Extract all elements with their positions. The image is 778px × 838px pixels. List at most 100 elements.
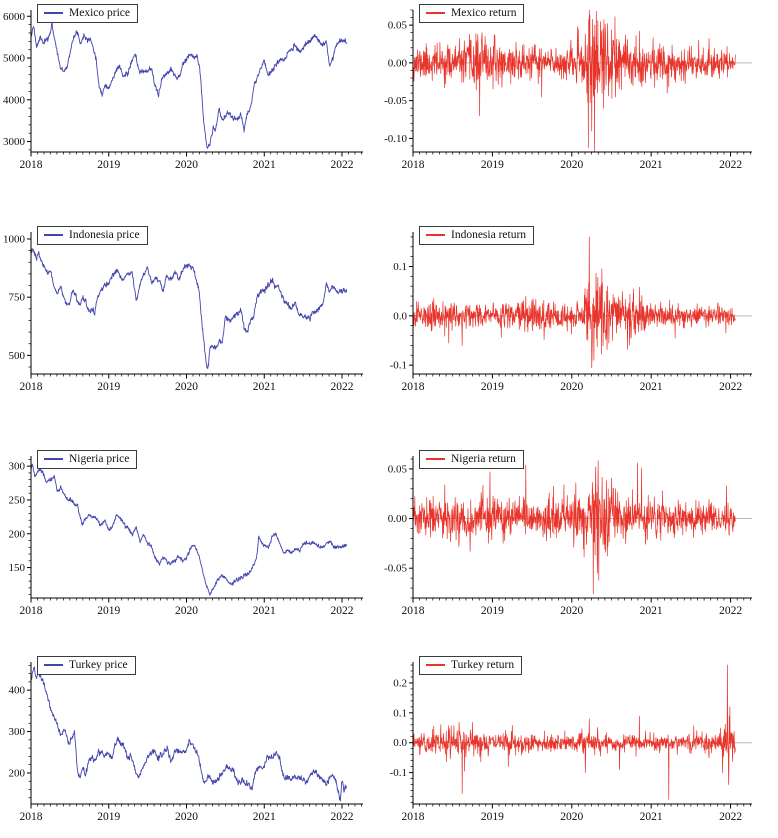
svg-text:2019: 2019 <box>481 605 504 617</box>
line-sample <box>426 12 445 14</box>
legend-mexico-price: Mexico price <box>37 4 138 23</box>
svg-text:2022: 2022 <box>719 811 742 823</box>
chart-nigeria-price: Nigeria price 150 200 250 300 2018 2019 2020 20… <box>0 446 389 624</box>
chart-indonesia-return: Indonesia return 0.1 0.0 -0.1 2018 2019 2020 2… <box>389 222 778 400</box>
svg-text:2019: 2019 <box>97 159 120 171</box>
svg-text:0.05: 0.05 <box>388 463 408 475</box>
svg-text:2021: 2021 <box>640 811 663 823</box>
legend-label: Turkey price <box>69 659 128 671</box>
svg-text:0.05: 0.05 <box>388 20 408 32</box>
svg-text:2019: 2019 <box>481 381 504 393</box>
svg-text:400: 400 <box>9 685 26 697</box>
chart-mexico-price: Mexico price 3000 4000 5000 6000 2018 2019 202… <box>0 0 389 178</box>
svg-text:0.1: 0.1 <box>393 261 407 273</box>
legend-indonesia-price: Indonesia price <box>37 226 148 245</box>
svg-text:300: 300 <box>9 461 26 473</box>
legend-label: Indonesia price <box>69 229 140 241</box>
plot-indonesia-price: 500 750 1000 2018 2019 2020 2021 2022 <box>3 232 363 393</box>
line-sample <box>44 458 63 460</box>
svg-text:2021: 2021 <box>640 605 663 617</box>
line-sample <box>44 664 63 666</box>
svg-text:2021: 2021 <box>253 159 276 171</box>
line-sample <box>44 234 63 236</box>
svg-text:2019: 2019 <box>97 605 120 617</box>
svg-text:3000: 3000 <box>3 136 26 148</box>
svg-text:6000: 6000 <box>3 11 26 23</box>
svg-text:0.0: 0.0 <box>393 737 407 749</box>
chart-turkey-price: Turkey price 200 300 400 2018 2019 2020 2021 20… <box>0 652 389 830</box>
svg-text:-0.1: -0.1 <box>390 360 407 372</box>
chart-indonesia-price: Indonesia price 500 750 1000 2018 2019 2020 20… <box>0 222 389 400</box>
plot-mexico-return: 0.05 0.00 -0.05 -0.10 2018 2019 2020 2021 2022 <box>384 9 752 171</box>
legend-label: Mexico price <box>69 7 130 19</box>
legend-nigeria-price: Nigeria price <box>37 450 138 469</box>
svg-text:2020: 2020 <box>175 811 198 823</box>
svg-text:0.00: 0.00 <box>388 513 408 525</box>
chart-mexico-return: Mexico return 0.05 0.00 -0.05 -0.10 2018 2019… <box>384 0 778 178</box>
legend-turkey-price: Turkey price <box>37 656 136 675</box>
svg-text:150: 150 <box>9 562 26 574</box>
svg-text:2021: 2021 <box>640 381 663 393</box>
svg-text:2022: 2022 <box>719 605 742 617</box>
svg-text:2018: 2018 <box>20 605 43 617</box>
legend-label: Indonesia return <box>451 229 527 241</box>
svg-text:2019: 2019 <box>481 811 504 823</box>
svg-text:2022: 2022 <box>331 605 354 617</box>
svg-text:-0.05: -0.05 <box>384 95 407 107</box>
svg-text:2020: 2020 <box>560 605 583 617</box>
svg-text:2018: 2018 <box>20 811 43 823</box>
line-sample <box>426 234 445 236</box>
svg-text:2018: 2018 <box>20 381 43 393</box>
svg-text:-0.1: -0.1 <box>390 767 407 779</box>
svg-text:500: 500 <box>9 350 26 362</box>
svg-text:200: 200 <box>9 528 26 540</box>
svg-text:2018: 2018 <box>402 605 425 617</box>
svg-text:300: 300 <box>9 726 26 738</box>
legend-label: Nigeria return <box>451 453 516 465</box>
svg-text:4000: 4000 <box>3 94 26 106</box>
svg-text:1000: 1000 <box>3 233 26 245</box>
svg-text:2022: 2022 <box>331 159 354 171</box>
svg-text:0.00: 0.00 <box>388 57 408 69</box>
svg-text:2022: 2022 <box>719 381 742 393</box>
legend-nigeria-return: Nigeria return <box>419 450 524 469</box>
svg-text:2022: 2022 <box>331 381 354 393</box>
svg-text:2020: 2020 <box>175 159 198 171</box>
legend-indonesia-return: Indonesia return <box>419 226 535 245</box>
chart-nigeria-return: Nigeria return 0.05 0.00 -0.05 2018 2019 2020… <box>384 446 778 624</box>
svg-text:2022: 2022 <box>719 159 742 171</box>
svg-text:-0.05: -0.05 <box>384 563 407 575</box>
legend-label: Turkey return <box>451 659 515 671</box>
legend-label: Nigeria price <box>69 453 130 465</box>
svg-text:2018: 2018 <box>402 381 425 393</box>
svg-text:2021: 2021 <box>253 381 276 393</box>
svg-text:0.0: 0.0 <box>393 310 407 322</box>
plot-nigeria-return: 0.05 0.00 -0.05 2018 2019 2020 2021 2022 <box>384 456 752 617</box>
svg-text:0.1: 0.1 <box>393 707 407 719</box>
svg-text:2019: 2019 <box>97 811 120 823</box>
svg-text:2019: 2019 <box>481 159 504 171</box>
svg-text:2020: 2020 <box>175 605 198 617</box>
legend-mexico-return: Mexico return <box>419 4 525 23</box>
line-sample <box>426 664 445 666</box>
line-sample <box>44 12 63 14</box>
svg-text:2021: 2021 <box>640 159 663 171</box>
svg-text:2022: 2022 <box>331 811 354 823</box>
plot-nigeria-price: 150 200 250 300 2018 2019 2020 2021 2022 <box>9 456 363 617</box>
svg-text:750: 750 <box>9 292 26 304</box>
svg-text:2018: 2018 <box>20 159 43 171</box>
svg-text:2018: 2018 <box>402 159 425 171</box>
plot-mexico-price: 3000 4000 5000 6000 2018 2019 2020 2021 2022 <box>3 10 363 171</box>
svg-text:2020: 2020 <box>560 811 583 823</box>
chart-turkey-return: Turkey return 0.2 0.1 0.0 -0.1 2018 2019 2020 2… <box>389 652 778 830</box>
legend-turkey-return: Turkey return <box>419 656 523 675</box>
svg-text:2020: 2020 <box>560 159 583 171</box>
svg-text:2020: 2020 <box>560 381 583 393</box>
svg-text:2021: 2021 <box>253 605 276 617</box>
svg-text:2018: 2018 <box>402 811 425 823</box>
svg-text:250: 250 <box>9 494 26 506</box>
plot-turkey-price: 200 300 400 2018 2019 2020 2021 2022 <box>9 662 363 823</box>
plot-indonesia-return: 0.1 0.0 -0.1 2018 2019 2020 2021 2022 <box>390 232 752 393</box>
svg-text:2019: 2019 <box>97 381 120 393</box>
plot-turkey-return: 0.2 0.1 0.0 -0.1 2018 2019 2020 2021 2022 <box>390 662 752 823</box>
